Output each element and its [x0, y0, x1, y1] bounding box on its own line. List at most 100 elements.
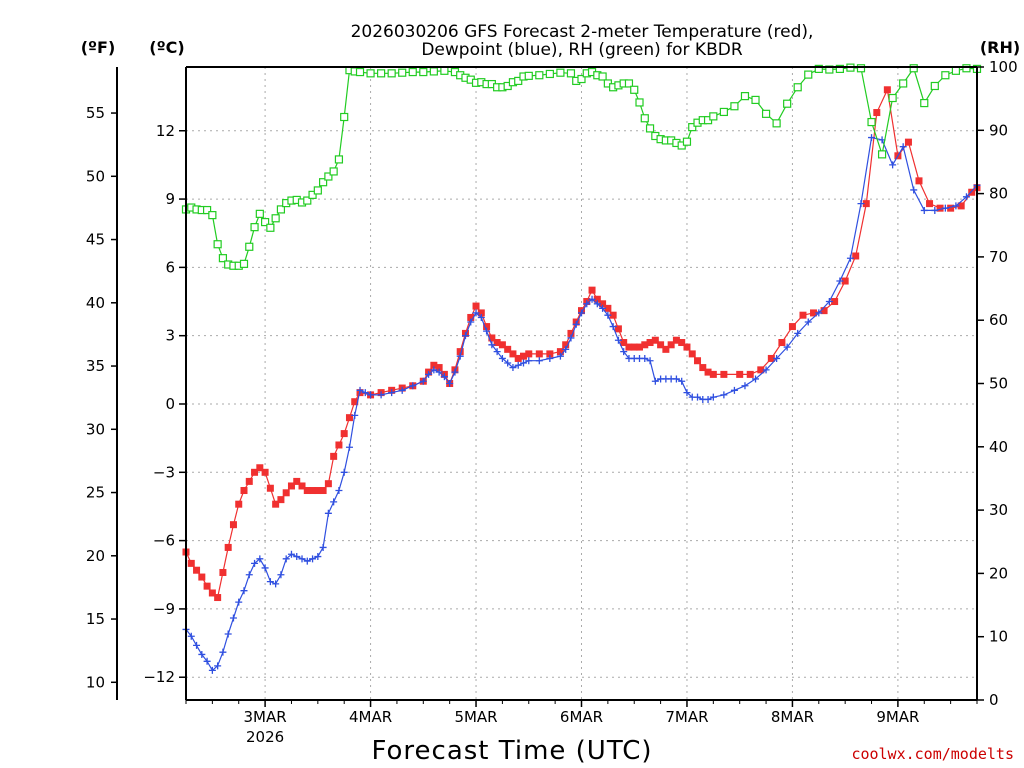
dewpoint-point	[409, 382, 417, 390]
rh-point	[709, 112, 718, 121]
rh-point	[730, 102, 739, 111]
dewpoint-point	[361, 389, 369, 397]
dewpoint-point	[261, 564, 269, 572]
temperature-point	[778, 339, 786, 347]
temperature-point	[214, 594, 222, 602]
temperature-point	[546, 350, 554, 358]
temperature-point	[699, 364, 707, 372]
temperature-point	[330, 452, 338, 460]
temperature-point	[641, 341, 649, 349]
dewpoint-point	[683, 389, 691, 397]
temperature-point	[915, 177, 923, 185]
temperature-point	[904, 138, 912, 146]
temperature-point	[820, 307, 828, 315]
rh-point	[398, 68, 407, 77]
dewpoint-point	[472, 309, 480, 317]
temperature-point	[736, 370, 744, 378]
rh-point	[645, 124, 655, 133]
temperature-point	[483, 323, 491, 331]
dewpoint-point	[646, 357, 654, 365]
temperature-point	[873, 109, 881, 117]
dewpoint-point	[509, 364, 517, 372]
rh-point	[202, 205, 212, 215]
rh-point	[545, 69, 554, 79]
fahrenheit-unit-label: (ºF)	[81, 38, 116, 57]
fahrenheit-tick-label: 50	[86, 167, 105, 185]
rh-point	[440, 66, 449, 75]
rh-point	[408, 67, 417, 77]
temperature-point	[193, 566, 201, 574]
rh-point	[635, 98, 644, 107]
dewpoint-point	[324, 509, 332, 517]
dewpoint-point	[952, 202, 960, 210]
rh-point	[419, 67, 428, 77]
dewpoint-point	[425, 370, 433, 378]
temperature-point	[240, 487, 248, 495]
rh-tick-label: 80	[989, 185, 1008, 203]
temperature-point	[272, 500, 280, 508]
fahrenheit-tick-label: 15	[86, 610, 105, 628]
temperature-point	[672, 336, 680, 344]
rh-point	[355, 67, 365, 77]
dewpoint-point	[440, 373, 448, 381]
temperature-point	[345, 414, 353, 422]
dewpoint-point	[266, 578, 274, 586]
rh-point	[208, 211, 217, 220]
dewpoint-point	[198, 650, 206, 658]
dewpoint-point	[846, 254, 854, 262]
temperature-point	[620, 339, 628, 347]
temperature-point	[651, 336, 659, 344]
temperature-point	[435, 364, 443, 372]
dewpoint-point	[525, 357, 533, 365]
rh-point	[640, 114, 649, 123]
temperature-point	[709, 370, 717, 378]
dewpoint-point	[672, 375, 680, 383]
dewpoint-point	[556, 352, 564, 360]
x-tick-label: 5MAR	[454, 708, 497, 726]
temperature-point	[493, 339, 501, 347]
rh-unit-label: (RH)	[980, 38, 1020, 57]
dewpoint-point	[604, 311, 612, 319]
rh-point	[772, 119, 781, 128]
dewpoint-point	[335, 487, 343, 495]
rh-point	[276, 205, 286, 214]
rh-point	[319, 178, 328, 187]
rh-point	[334, 155, 344, 164]
dewpoint-point	[578, 309, 585, 317]
temperature-point	[694, 357, 702, 365]
dewpoint-point	[519, 359, 527, 367]
rh-point	[930, 81, 939, 91]
rh-point	[751, 95, 760, 105]
rh-point	[218, 254, 228, 263]
rh-point	[266, 223, 275, 232]
dewpoint-point	[825, 298, 833, 306]
dewpoint-point	[193, 641, 201, 649]
rh-point	[877, 150, 887, 159]
data-series	[181, 63, 982, 674]
temperature-point	[335, 441, 343, 449]
temperature-point	[657, 341, 665, 349]
dewpoint-point	[704, 395, 712, 403]
dewpoint-point	[910, 186, 918, 194]
temperature-point	[477, 309, 485, 317]
temperature-point	[472, 302, 480, 310]
temperature-point	[519, 352, 527, 360]
rh-point	[387, 69, 396, 78]
dewpoint-point	[377, 391, 385, 399]
temperature-point	[303, 487, 311, 495]
rh-point	[888, 93, 897, 103]
rh-tick-label: 100	[989, 58, 1018, 76]
dewpoint-point	[367, 391, 375, 399]
dewpoint-point	[208, 666, 216, 674]
rh-tick-label: 30	[989, 501, 1008, 519]
celsius-tick-label: 0	[165, 395, 175, 413]
dewpoint-point	[319, 543, 327, 551]
dewpoint-point	[277, 571, 285, 579]
rh-point	[535, 71, 544, 80]
rh-point	[577, 74, 586, 84]
temperature-point	[488, 334, 496, 342]
temperature-point	[767, 354, 775, 362]
temperature-point	[799, 311, 807, 319]
temperature-point	[593, 295, 601, 303]
dewpoint-point	[446, 380, 454, 387]
